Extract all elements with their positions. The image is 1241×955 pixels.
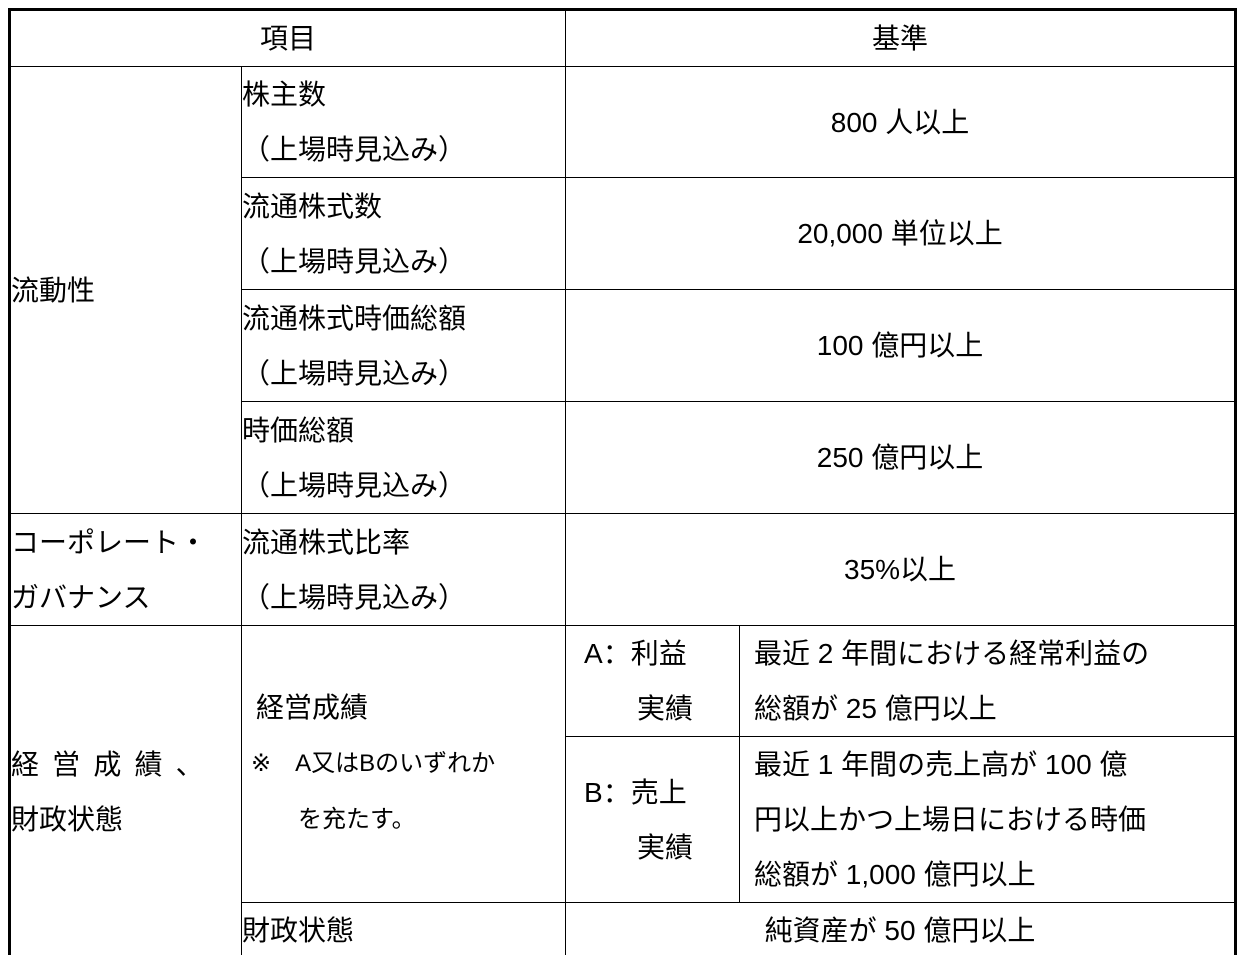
criteria-marketcap: 250 億円以上 bbox=[565, 401, 1237, 514]
option-a-label: A：利益 実績 bbox=[565, 625, 741, 737]
listing-criteria-table: 項目 基準 流動性 株主数 （上場時見込み） 800 人以上 流通株式数 （上場… bbox=[8, 8, 1238, 955]
column-header-criteria: 基準 bbox=[565, 9, 1237, 67]
item-tradable-shares-note: （上場時見込み） bbox=[242, 245, 467, 277]
group-label-performance-line2: 財政状態 bbox=[11, 804, 124, 835]
column-header-item: 項目 bbox=[8, 9, 567, 67]
item-marketcap-name: 時価総額 bbox=[242, 414, 355, 446]
option-b-criteria-line2: 円以上かつ上場日における時価 bbox=[754, 804, 1147, 835]
item-tradable-shares-name: 流通株式数 bbox=[242, 190, 383, 222]
criteria-tradable-ratio: 35%以上 bbox=[565, 513, 1237, 626]
criteria-financial-condition: 純資産が 50 億円以上 bbox=[565, 902, 1237, 955]
item-tradable-ratio: 流通株式比率 （上場時見込み） bbox=[240, 513, 567, 626]
item-shareholders: 株主数 （上場時見込み） bbox=[240, 66, 567, 178]
option-a-criteria: 最近 2 年間における経常利益の 総額が 25 億円以上 bbox=[739, 625, 1237, 737]
item-management-performance-note-line1: ※ A又はBのいずれか bbox=[251, 750, 496, 777]
option-a-label-line2: 実績 bbox=[637, 693, 694, 724]
option-a-criteria-line1: 最近 2 年間における経常利益の bbox=[754, 638, 1150, 669]
item-financial-condition: 財政状態 bbox=[240, 902, 567, 955]
item-management-performance-title: 経営成績 bbox=[256, 692, 369, 723]
criteria-tradable-shares: 20,000 単位以上 bbox=[565, 177, 1237, 290]
criteria-tradable-marketcap: 100 億円以上 bbox=[565, 289, 1237, 402]
option-b-criteria-line3: 総額が 1,000 億円以上 bbox=[754, 859, 1036, 890]
item-tradable-marketcap: 流通株式時価総額 （上場時見込み） bbox=[240, 289, 567, 402]
option-b-label-line2: 実績 bbox=[637, 831, 694, 863]
group-label-governance-line1: コーポレート・ bbox=[11, 526, 208, 558]
item-tradable-ratio-name: 流通株式比率 bbox=[242, 526, 411, 558]
item-tradable-marketcap-name: 流通株式時価総額 bbox=[242, 302, 467, 334]
group-label-governance-line2: ガバナンス bbox=[11, 581, 151, 613]
item-management-performance: 経営成績 ※ A又はBのいずれか を充たす。 bbox=[240, 625, 567, 903]
group-label-governance: コーポレート・ ガバナンス bbox=[9, 513, 242, 626]
item-shareholders-note: （上場時見込み） bbox=[242, 134, 467, 165]
group-label-performance: 経営成績、 財政状態 bbox=[9, 625, 242, 955]
item-tradable-marketcap-note: （上場時見込み） bbox=[242, 357, 467, 389]
item-marketcap-note: （上場時見込み） bbox=[242, 469, 467, 501]
criteria-shareholders: 800 人以上 bbox=[565, 66, 1237, 178]
item-shareholders-name: 株主数 bbox=[242, 79, 327, 110]
group-label-liquidity: 流動性 bbox=[9, 66, 242, 514]
group-label-performance-line1: 経営成績、 bbox=[11, 749, 217, 780]
item-tradable-shares: 流通株式数 （上場時見込み） bbox=[240, 177, 567, 290]
option-b-criteria: 最近 1 年間の売上高が 100 億 円以上かつ上場日における時価 総額が 1,… bbox=[739, 736, 1237, 903]
option-b-label: B：売上 実績 bbox=[565, 736, 741, 903]
option-b-label-line1: B：売上 bbox=[584, 776, 687, 808]
item-management-performance-note-line2: を充たす。 bbox=[298, 806, 416, 833]
option-a-label-line1: A：利益 bbox=[584, 638, 687, 669]
option-b-criteria-line1: 最近 1 年間の売上高が 100 億 bbox=[754, 749, 1128, 780]
item-marketcap: 時価総額 （上場時見込み） bbox=[240, 401, 567, 514]
option-a-criteria-line2: 総額が 25 億円以上 bbox=[754, 693, 997, 724]
item-tradable-ratio-note: （上場時見込み） bbox=[242, 581, 467, 613]
